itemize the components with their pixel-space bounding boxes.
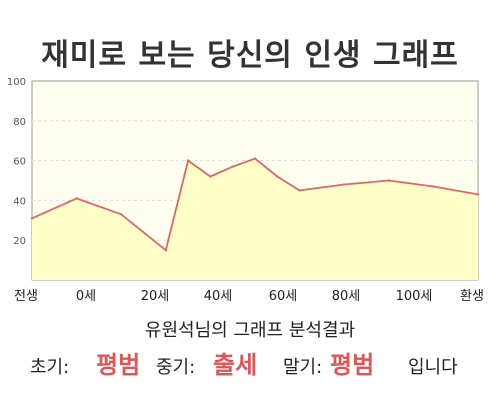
analysis-results: 초기: 평범 중기: 출세 말기: 평범 입니다 bbox=[0, 345, 500, 385]
page-title: 재미로 보는 당신의 인생 그래프 bbox=[41, 38, 459, 73]
data-point bbox=[164, 248, 167, 252]
data-point bbox=[231, 165, 234, 168]
early-value: 평범 bbox=[96, 351, 141, 379]
series-area bbox=[30, 157, 480, 280]
data-point bbox=[120, 213, 123, 216]
series-line bbox=[31, 157, 479, 252]
data-point bbox=[30, 217, 34, 220]
x-tick-label: 0세 bbox=[76, 289, 96, 304]
y-tick-label: 40 bbox=[13, 196, 26, 207]
data-point bbox=[276, 175, 279, 178]
data-point bbox=[253, 157, 257, 160]
mid-label: 중기: bbox=[156, 357, 196, 378]
data-point bbox=[476, 193, 480, 196]
data-point bbox=[298, 189, 301, 192]
x-tick-label: 20세 bbox=[141, 289, 170, 304]
y-tick-label: 20 bbox=[13, 236, 26, 247]
data-point bbox=[432, 185, 435, 188]
x-tick-label: 80세 bbox=[332, 289, 361, 304]
x-tick-label: 40세 bbox=[204, 289, 233, 304]
x-tick-label: 100세 bbox=[396, 289, 433, 304]
x-axis: 전생 0세 20세 40세 60세 80세 100세 환생 bbox=[14, 289, 484, 304]
result-suffix: 입니다 bbox=[408, 357, 458, 378]
x-tick-label: 환생 bbox=[460, 289, 484, 304]
data-point bbox=[209, 175, 212, 178]
data-point bbox=[387, 179, 390, 182]
late-value: 평범 bbox=[330, 351, 375, 379]
data-point bbox=[75, 197, 78, 200]
y-tick-label: 60 bbox=[13, 157, 26, 168]
x-tick-label: 60세 bbox=[269, 289, 298, 304]
x-tick-label: 전생 bbox=[14, 289, 38, 304]
mid-value: 출세 bbox=[213, 351, 258, 379]
y-tick-label: 80 bbox=[13, 117, 26, 128]
early-label: 초기: bbox=[30, 357, 70, 378]
y-tick-label: 100 bbox=[7, 77, 26, 88]
series-fill bbox=[32, 158, 478, 280]
late-label: 말기: bbox=[283, 357, 323, 378]
data-point bbox=[186, 159, 190, 162]
data-point bbox=[343, 183, 346, 186]
analysis-summary: 유원석님의 그래프 분석결과 bbox=[144, 320, 356, 341]
y-axis: 100 80 60 40 20 bbox=[7, 77, 26, 247]
